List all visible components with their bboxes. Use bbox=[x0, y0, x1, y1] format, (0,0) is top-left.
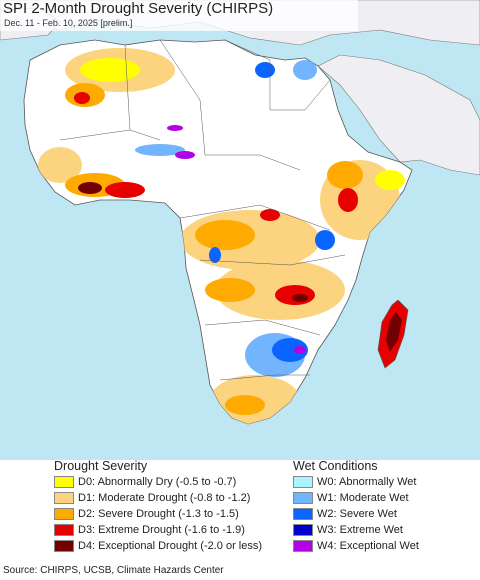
drought-map: SPI 2-Month Drought Severity (CHIRPS) De… bbox=[0, 0, 480, 460]
legend-label: D0: Abnormally Dry (-0.5 to -0.7) bbox=[78, 476, 237, 488]
legend-drought-items: D0: Abnormally Dry (-0.5 to -0.7) D1: Mod… bbox=[54, 474, 262, 554]
legend-item-drought-4: D4: Exceptional Drought (-2.0 or less) bbox=[54, 538, 262, 554]
legend-wet-column: Wet Conditions W0: Abnormally Wet W1: Mod… bbox=[293, 459, 419, 554]
legend-drought-heading: Drought Severity bbox=[54, 459, 148, 473]
source-credit: Source: CHIRPS, UCSB, Climate Hazards Ce… bbox=[3, 565, 224, 576]
africa-map-svg bbox=[0, 0, 480, 425]
legend-label: W1: Moderate Wet bbox=[317, 492, 409, 504]
legend-item-wet-2: W2: Severe Wet bbox=[293, 506, 419, 522]
legend-item-wet-1: W1: Moderate Wet bbox=[293, 490, 419, 506]
legend-item-drought-0: D0: Abnormally Dry (-0.5 to -0.7) bbox=[54, 474, 262, 490]
legend-item-drought-1: D1: Moderate Drought (-0.8 to -1.2) bbox=[54, 490, 262, 506]
legend-wet-heading: Wet Conditions bbox=[293, 459, 378, 473]
arabian-peninsula bbox=[317, 54, 480, 176]
legend-swatch bbox=[293, 524, 313, 536]
legend-label: D2: Severe Drought (-1.3 to -1.5) bbox=[78, 508, 239, 520]
madagascar-core bbox=[386, 312, 402, 352]
legend-swatch bbox=[54, 476, 74, 488]
legend-item-drought-3: D3: Extreme Drought (-1.6 to -1.9) bbox=[54, 522, 262, 538]
legend-item-wet-0: W0: Abnormally Wet bbox=[293, 474, 419, 490]
legend-swatch bbox=[293, 508, 313, 520]
legend-label: W3: Extreme Wet bbox=[317, 524, 403, 536]
country-borders bbox=[59, 39, 346, 381]
legend-label: D4: Exceptional Drought (-2.0 or less) bbox=[78, 540, 263, 552]
legend-swatch bbox=[54, 524, 74, 536]
legend-item-drought-2: D2: Severe Drought (-1.3 to -1.5) bbox=[54, 506, 262, 522]
legend-swatch bbox=[293, 540, 313, 552]
legend-panel: Drought Severity D0: Abnormally Dry (-0.… bbox=[0, 459, 480, 564]
legend-wet-items: W0: Abnormally Wet W1: Moderate Wet W2: Se… bbox=[293, 474, 419, 554]
legend-swatch bbox=[293, 492, 313, 504]
legend-item-wet-4: W4: Exceptional Wet bbox=[293, 538, 419, 554]
legend-swatch bbox=[54, 492, 74, 504]
legend-label: D3: Extreme Drought (-1.6 to -1.9) bbox=[78, 524, 245, 536]
legend-label: W4: Exceptional Wet bbox=[317, 540, 419, 552]
title-panel: SPI 2-Month Drought Severity (CHIRPS) De… bbox=[0, 0, 358, 31]
severity-patches bbox=[38, 48, 405, 424]
map-title: SPI 2-Month Drought Severity (CHIRPS) bbox=[3, 0, 274, 17]
legend-swatch bbox=[54, 508, 74, 520]
legend-swatch bbox=[54, 540, 74, 552]
legend-label: W2: Severe Wet bbox=[317, 508, 397, 520]
map-subtitle: Dec. 11 - Feb. 10, 2025 [prelim.] bbox=[4, 18, 133, 28]
legend-item-wet-3: W3: Extreme Wet bbox=[293, 522, 419, 538]
legend-label: D1: Moderate Drought (-0.8 to -1.2) bbox=[78, 492, 251, 504]
legend-label: W0: Abnormally Wet bbox=[317, 476, 417, 488]
legend-swatch bbox=[293, 476, 313, 488]
legend-drought-column: Drought Severity D0: Abnormally Dry (-0.… bbox=[54, 459, 262, 554]
